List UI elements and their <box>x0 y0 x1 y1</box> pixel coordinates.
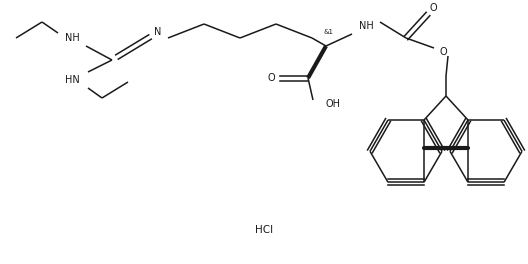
Text: O: O <box>439 47 447 57</box>
Text: NH: NH <box>64 33 79 43</box>
Text: HCl: HCl <box>255 225 273 235</box>
Text: &1: &1 <box>323 29 333 35</box>
Text: O: O <box>267 73 275 83</box>
Text: NH: NH <box>359 21 373 31</box>
Text: N: N <box>154 27 162 37</box>
Text: HN: HN <box>64 75 79 85</box>
Text: OH: OH <box>325 99 340 109</box>
Text: O: O <box>429 3 437 13</box>
